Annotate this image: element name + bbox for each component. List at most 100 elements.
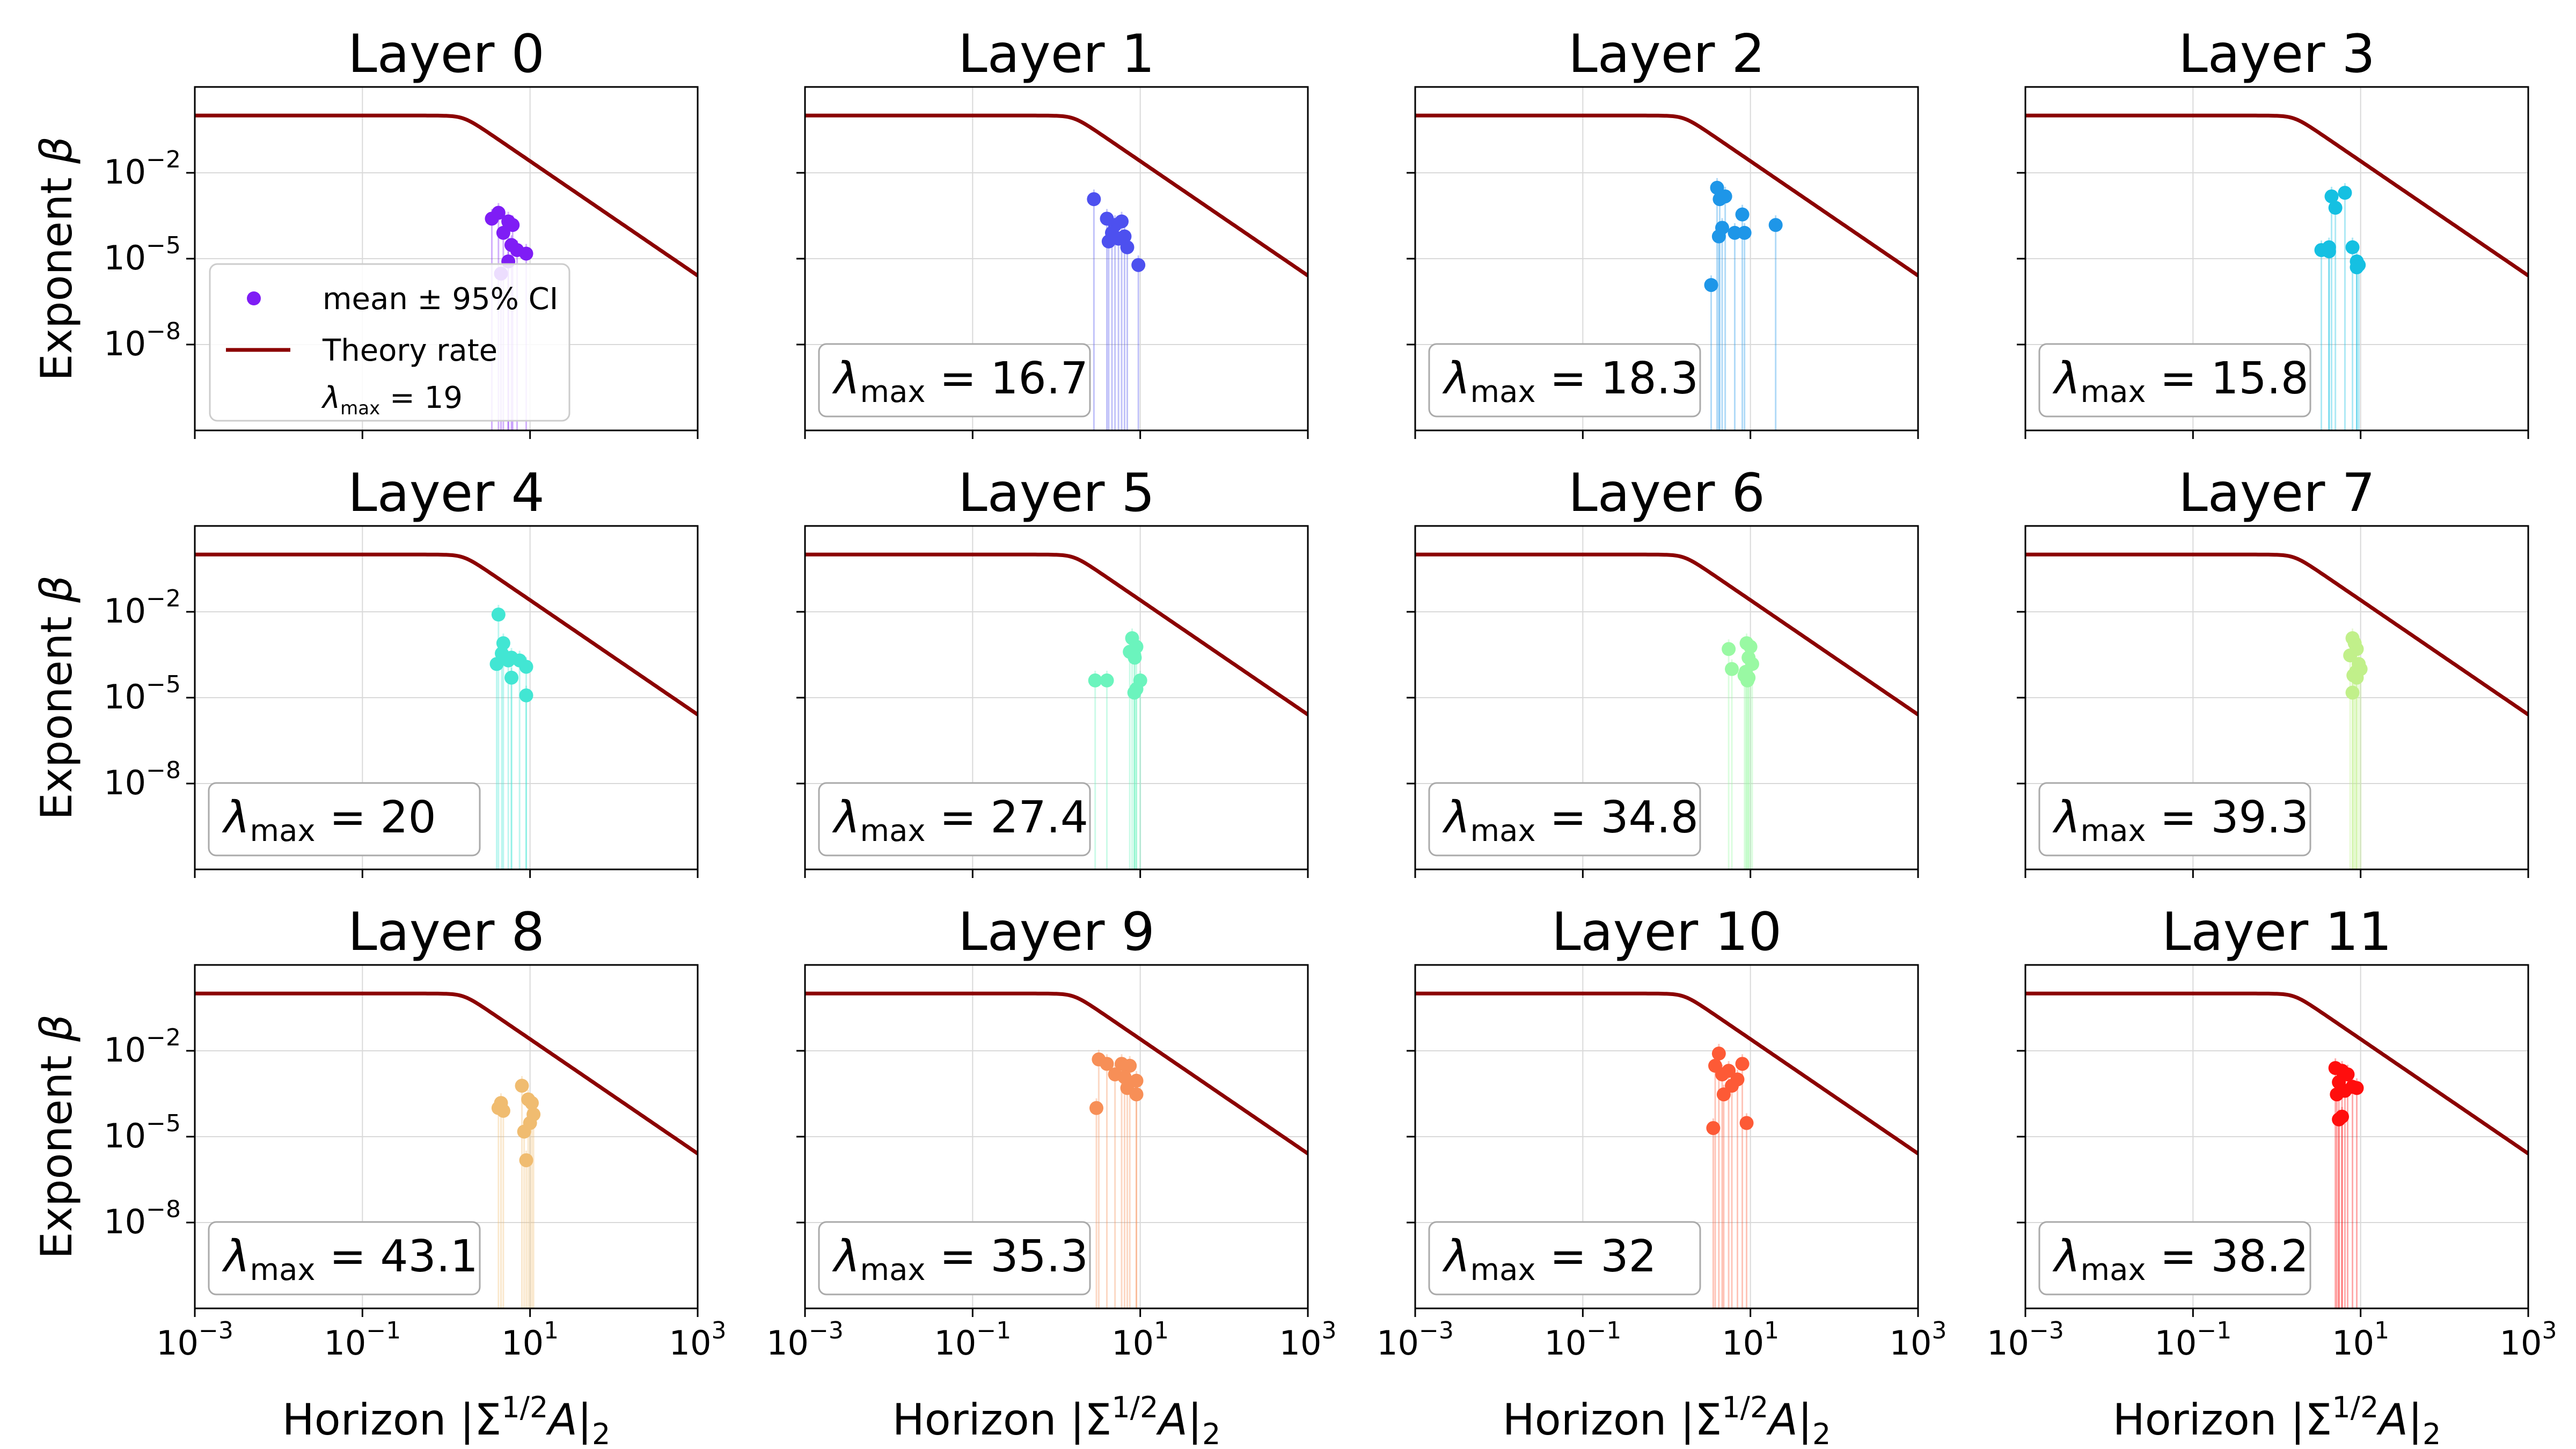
tick-exponent: −8 bbox=[146, 757, 181, 784]
xlabel-mid: A| bbox=[545, 1395, 592, 1445]
data-point bbox=[1100, 673, 1114, 687]
data-point bbox=[1706, 1121, 1721, 1135]
data-point bbox=[1129, 1087, 1144, 1102]
lambda-annotation: λmax = 27.4 bbox=[818, 782, 1091, 857]
lambda-symbol: λ bbox=[1442, 792, 1470, 843]
lambda-text: λmax = 15.8 bbox=[2052, 353, 2309, 409]
data-point bbox=[2322, 244, 2336, 259]
lambda-box bbox=[1428, 1221, 1701, 1296]
tick-exponent: −3 bbox=[809, 1317, 844, 1344]
lambda-text: λmax = 16.7 bbox=[832, 353, 1088, 409]
x-tick-label: 101 bbox=[501, 1317, 559, 1363]
tick-exponent: 3 bbox=[1321, 1317, 1336, 1344]
tick-base: 10 bbox=[104, 152, 146, 192]
legend-lambda-symbol: λ bbox=[321, 380, 340, 415]
y-axis-label: Exponent β bbox=[32, 575, 82, 820]
plot-area bbox=[805, 113, 1308, 430]
lambda-sub: max bbox=[2081, 1253, 2146, 1287]
ylabel-symbol: β bbox=[32, 1014, 82, 1042]
xlabel-mid: A| bbox=[2376, 1395, 2423, 1445]
data-point bbox=[519, 1153, 533, 1167]
legend-marker-mean bbox=[247, 291, 261, 305]
tick-exponent: −2 bbox=[146, 585, 181, 612]
lambda-text: λmax = 27.4 bbox=[832, 792, 1088, 848]
lambda-value: = 27.4 bbox=[926, 792, 1088, 843]
data-point bbox=[1101, 234, 1116, 248]
data-point bbox=[506, 218, 520, 232]
tick-base: 10 bbox=[1377, 1323, 1419, 1363]
tick-base: 10 bbox=[934, 1323, 976, 1363]
plot-area bbox=[2025, 552, 2528, 869]
tick-base: 10 bbox=[104, 1030, 146, 1070]
tick-exponent: −8 bbox=[146, 1196, 181, 1223]
tick-exponent: 3 bbox=[711, 1317, 726, 1344]
tick-base: 10 bbox=[1544, 1323, 1586, 1363]
lambda-symbol: λ bbox=[832, 1231, 860, 1282]
lambda-text: λmax = 35.3 bbox=[832, 1231, 1088, 1287]
tick-base: 10 bbox=[1890, 1323, 1932, 1363]
lambda-text: λmax = 20 bbox=[222, 792, 436, 848]
panel-title: Layer 7 bbox=[2178, 463, 2375, 524]
tick-exponent: −2 bbox=[146, 1024, 181, 1051]
tick-base: 10 bbox=[2154, 1323, 2197, 1363]
tick-base: 10 bbox=[1722, 1323, 1764, 1363]
lambda-value: = 16.7 bbox=[926, 353, 1088, 404]
lambda-sub: max bbox=[860, 814, 926, 848]
ylabel-symbol: β bbox=[32, 136, 82, 164]
y-tick-label: 10−2 bbox=[104, 146, 181, 192]
ylabel-text: Exponent bbox=[32, 1042, 82, 1259]
legend-lambda-value: = 19 bbox=[380, 380, 463, 415]
theory-line bbox=[2025, 113, 2528, 277]
lambda-symbol: λ bbox=[2052, 353, 2081, 404]
x-tick-label: 10−1 bbox=[934, 1317, 1011, 1363]
lambda-symbol: λ bbox=[222, 792, 250, 843]
data-point bbox=[491, 206, 506, 220]
tick-exponent: −8 bbox=[146, 318, 181, 345]
data-point bbox=[2350, 1081, 2364, 1095]
legend-label-mean: mean ± 95% CI bbox=[323, 282, 558, 317]
tick-base: 10 bbox=[1111, 1323, 1154, 1363]
tick-exponent: −1 bbox=[2197, 1317, 2231, 1344]
data-point bbox=[1716, 1087, 1731, 1102]
plot-area bbox=[195, 991, 698, 1308]
x-axis-label: Horizon |Σ1/2A|2 bbox=[1503, 1391, 1831, 1449]
data-point bbox=[1728, 225, 1742, 240]
lambda-box bbox=[1428, 782, 1701, 857]
lambda-box bbox=[818, 782, 1091, 857]
data-point bbox=[1735, 1057, 1750, 1071]
tick-base: 10 bbox=[104, 1116, 146, 1155]
data-point bbox=[504, 670, 519, 685]
lambda-text: λmax = 32 bbox=[1442, 1231, 1657, 1287]
panel-title: Layer 4 bbox=[348, 463, 545, 524]
tick-base: 10 bbox=[669, 1323, 712, 1363]
ylabel-text: Exponent bbox=[32, 603, 82, 820]
lambda-value: = 18.3 bbox=[1536, 353, 1699, 404]
tick-exponent: 1 bbox=[1154, 1317, 1169, 1344]
lambda-symbol: λ bbox=[222, 1231, 250, 1282]
data-point bbox=[515, 1079, 529, 1093]
tick-exponent: −5 bbox=[146, 232, 181, 259]
theory-line bbox=[195, 113, 698, 277]
data-point bbox=[1722, 1064, 1736, 1078]
legend: mean ± 95% CI Theory rate λmax = 19 bbox=[209, 263, 570, 422]
theory-line bbox=[1415, 552, 1918, 716]
lambda-text: λmax = 43.1 bbox=[222, 1231, 478, 1287]
lambda-text: λmax = 34.8 bbox=[1442, 792, 1699, 848]
xlabel-sub: 2 bbox=[592, 1417, 610, 1449]
data-point bbox=[491, 608, 506, 622]
data-point bbox=[1131, 258, 1146, 272]
panel-layer-3: Layer 3 λmax = 15.8 bbox=[2017, 24, 2529, 439]
data-point bbox=[517, 1124, 531, 1139]
theory-line bbox=[195, 552, 698, 716]
data-point bbox=[1120, 240, 1135, 254]
x-tick-label: 10−1 bbox=[2154, 1317, 2231, 1363]
data-point bbox=[519, 660, 533, 674]
tick-base: 10 bbox=[104, 763, 146, 802]
panel-layer-6: Layer 6 λmax = 34.8 bbox=[1407, 463, 1919, 878]
tick-exponent: −5 bbox=[146, 1110, 181, 1137]
lambda-box bbox=[2038, 1221, 2311, 1296]
